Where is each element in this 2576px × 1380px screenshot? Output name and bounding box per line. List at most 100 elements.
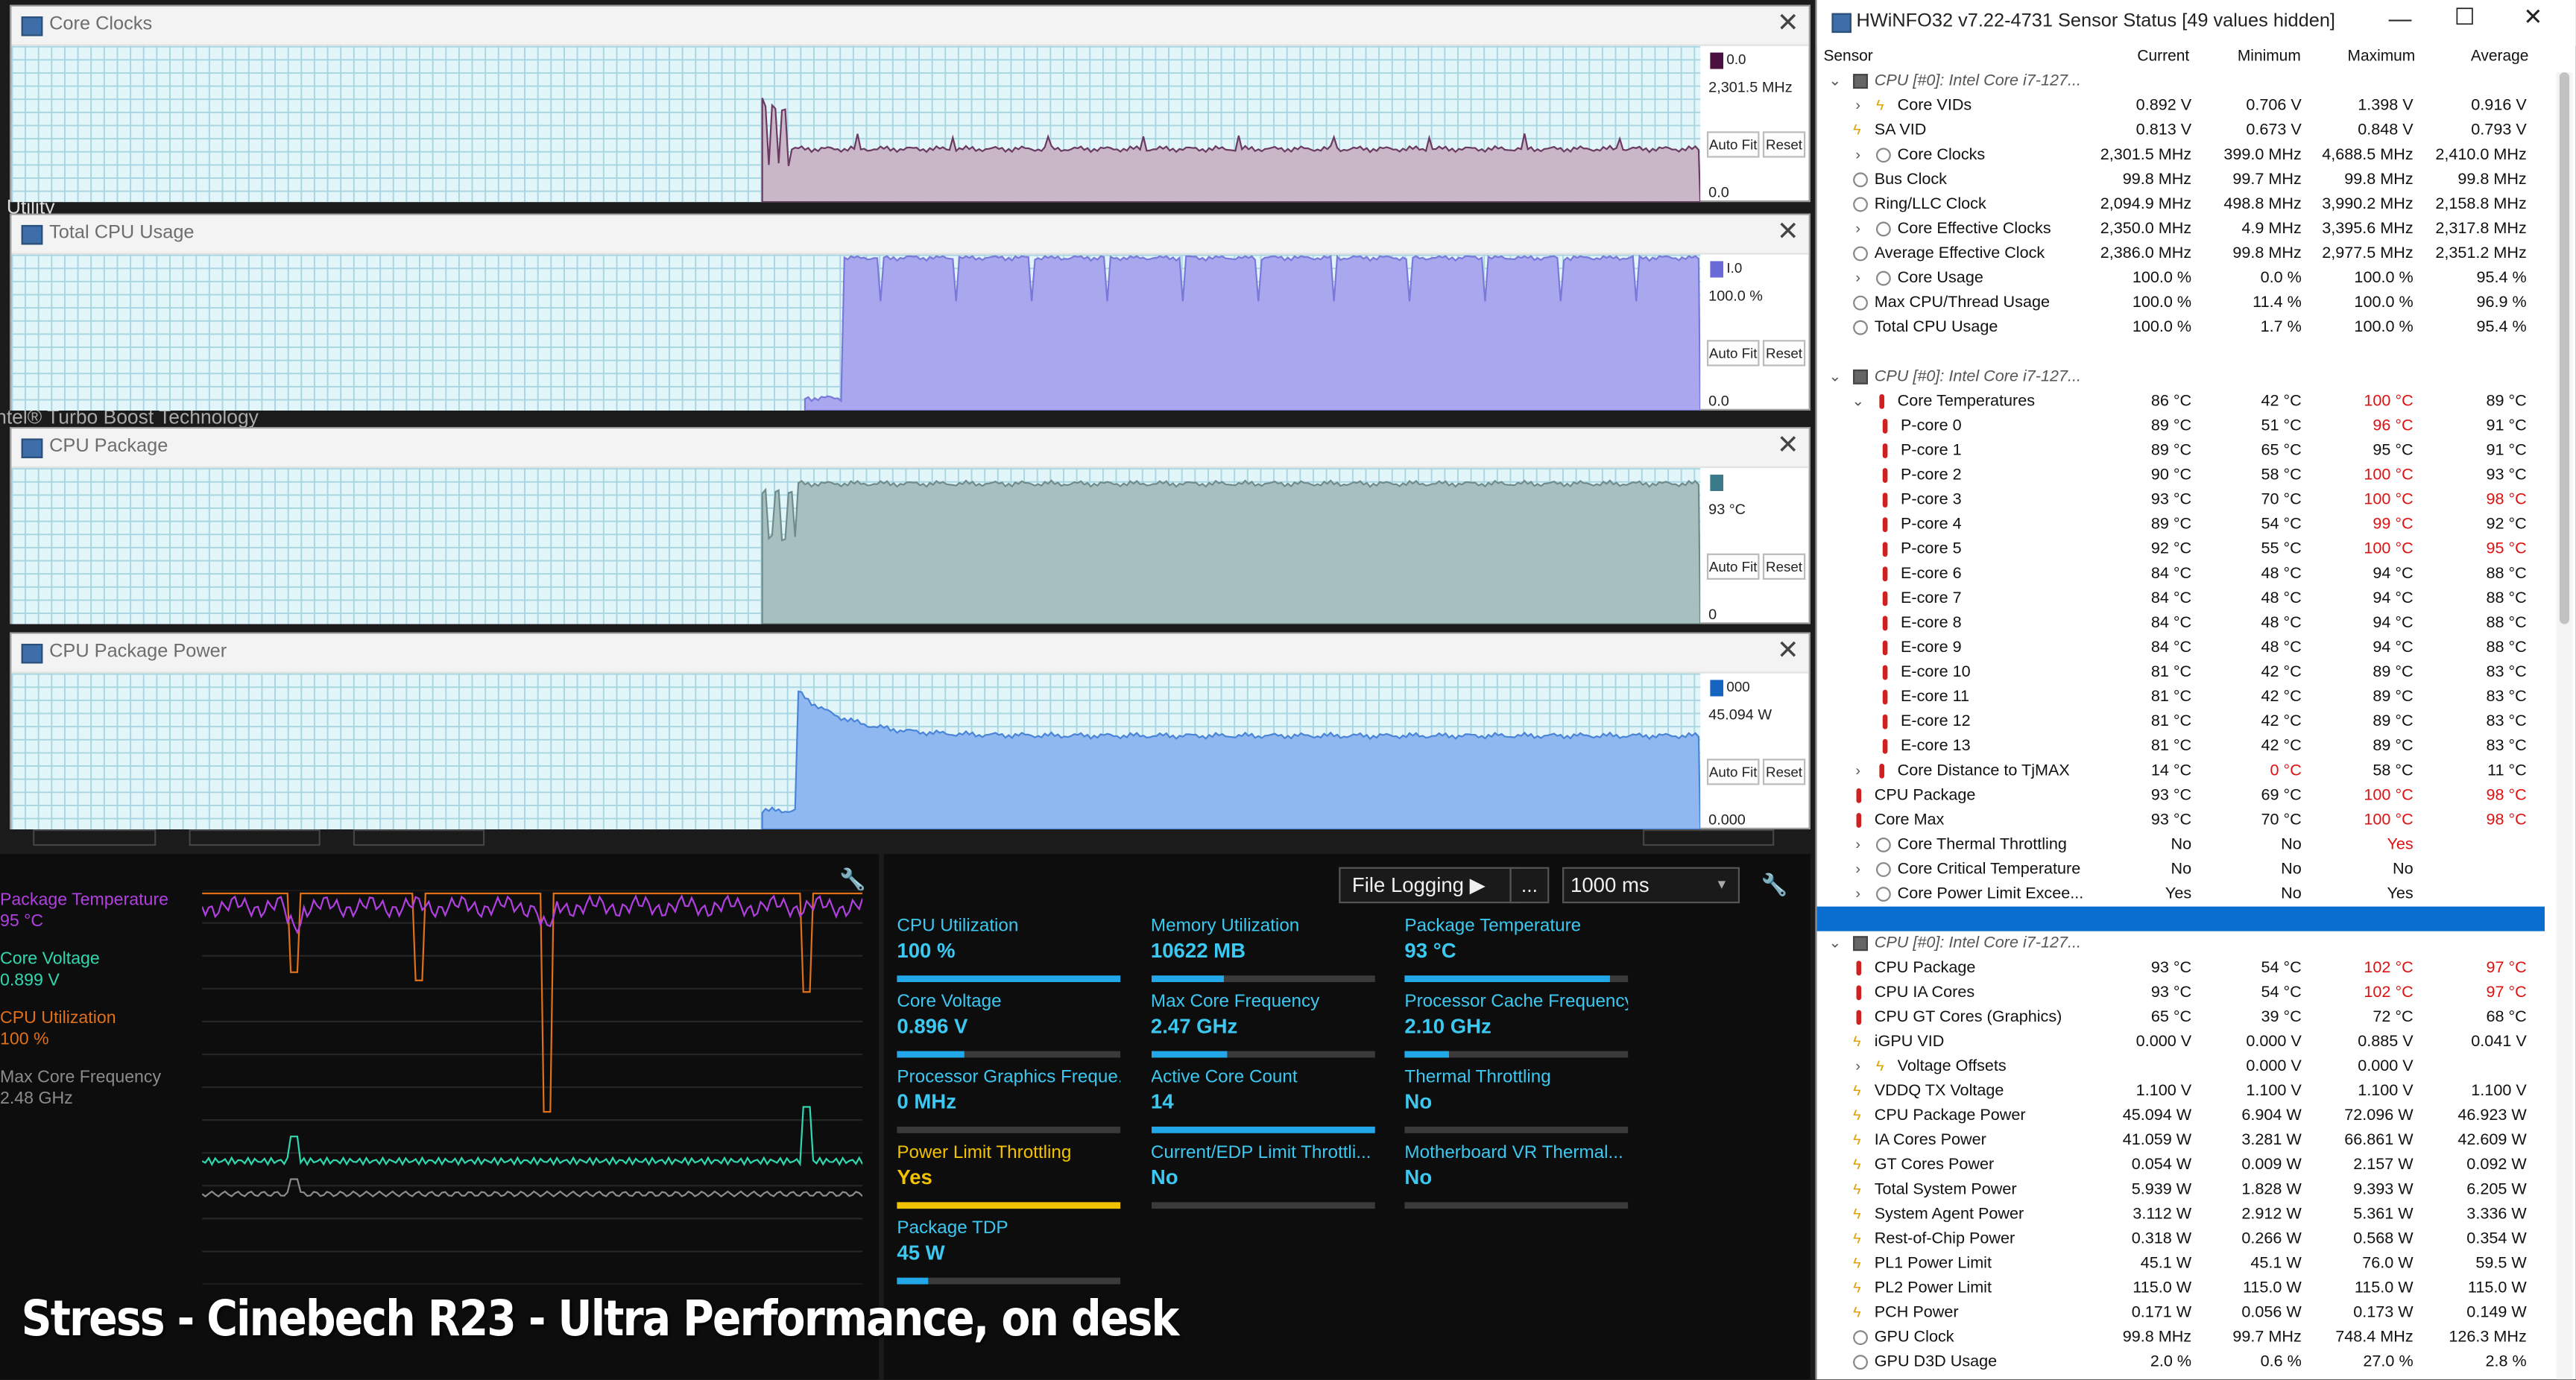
- auto-fit-button[interactable]: Auto Fit: [1706, 340, 1760, 367]
- auto-fit-button[interactable]: Auto Fit: [1706, 759, 1760, 785]
- sensor-row[interactable]: ϟ Total System Power 5.939 W 1.828 W 9.393 W…: [1817, 1177, 2545, 1202]
- sensor-row[interactable]: Average Effective Clock 2,386.0 MHz 99.8 M…: [1817, 241, 2545, 266]
- sensor-row[interactable]: › Core Effective Clocks 2,350.0 MHz 4.9 MHz…: [1817, 217, 2545, 241]
- chevron-right-icon[interactable]: ›: [1855, 835, 1861, 852]
- chevron-right-icon[interactable]: ›: [1855, 860, 1861, 877]
- chevron-right-icon[interactable]: ›: [1855, 884, 1861, 902]
- column-header-average[interactable]: Average: [2470, 47, 2529, 66]
- sensor-row[interactable]: ϟ PL2 Power Limit 115.0 W 115.0 W 115.0 W 115…: [1817, 1276, 2545, 1301]
- scrollbar-thumb[interactable]: [2559, 72, 2570, 624]
- close-icon[interactable]: ✕: [1776, 637, 1799, 665]
- chevron-right-icon[interactable]: ›: [1855, 1057, 1861, 1074]
- sensor-row[interactable]: E-core 13 81 °C 42 °C 89 °C 83 °C: [1817, 734, 2545, 759]
- metric-tile[interactable]: Motherboard VR Thermal... No: [1404, 1143, 1629, 1209]
- sensor-row[interactable]: E-core 11 81 °C 42 °C 89 °C 83 °C: [1817, 685, 2545, 709]
- sensor-row[interactable]: › Core Distance to TjMAX 14 °C 0 °C 58 °C 11 …: [1817, 759, 2545, 783]
- selected-row[interactable]: [1816, 906, 2545, 931]
- close-icon[interactable]: ✕: [1776, 10, 1799, 38]
- interval-select[interactable]: 1000 ms ▼: [1562, 867, 1740, 904]
- column-header-minimum[interactable]: Minimum: [2237, 47, 2301, 66]
- wrench-icon[interactable]: 🔧: [839, 867, 866, 892]
- auto-fit-button[interactable]: Auto Fit: [1706, 553, 1760, 580]
- chevron-down-icon[interactable]: ⌄: [1828, 72, 1842, 89]
- column-header-maximum[interactable]: Maximum: [2347, 47, 2416, 66]
- sensor-row[interactable]: ⌄ Core Temperatures 86 °C 42 °C 100 °C 89 °C: [1817, 389, 2545, 414]
- sensor-row[interactable]: P-core 0 89 °C 51 °C 96 °C 91 °C: [1817, 414, 2545, 438]
- sensor-row[interactable]: › Core Thermal Throttling No No Yes: [1817, 832, 2545, 857]
- file-logging-button[interactable]: File Logging ▶: [1339, 867, 1520, 904]
- sensor-row[interactable]: ϟ SA VID 0.813 V 0.673 V 0.848 V 0.793 V: [1817, 118, 2545, 143]
- sensor-row[interactable]: ϟ Rest-of-Chip Power 0.318 W 0.266 W 0.568 W…: [1817, 1227, 2545, 1251]
- sensor-row[interactable]: P-core 4 89 °C 54 °C 99 °C 92 °C: [1817, 513, 2545, 537]
- chevron-right-icon[interactable]: ›: [1855, 762, 1861, 779]
- sensor-row[interactable]: E-core 10 81 °C 42 °C 89 °C 83 °C: [1817, 660, 2545, 685]
- reset-button[interactable]: Reset: [1762, 759, 1806, 785]
- sensor-row[interactable]: E-core 8 84 °C 48 °C 94 °C 88 °C: [1817, 611, 2545, 636]
- metric-tile[interactable]: Thermal Throttling No: [1404, 1068, 1629, 1133]
- chevron-right-icon[interactable]: ›: [1855, 146, 1861, 163]
- sensor-group-header[interactable]: ⌄ CPU [#0]: Intel Core i7-127...: [1817, 931, 2545, 956]
- metric-tile[interactable]: CPU Utilization 100 %: [897, 917, 1121, 982]
- sensor-row[interactable]: ϟ IA Cores Power 41.059 W 3.281 W 66.861 W 42…: [1817, 1128, 2545, 1153]
- sensor-row[interactable]: ϟ System Agent Power 3.112 W 2.912 W 5.361 W…: [1817, 1202, 2545, 1227]
- sensor-row[interactable]: P-core 1 89 °C 65 °C 95 °C 91 °C: [1817, 438, 2545, 463]
- sensor-row[interactable]: ϟ CPU Package Power 45.094 W 6.904 W 72.096 …: [1817, 1104, 2545, 1128]
- sensor-row[interactable]: Total CPU Usage 100.0 % 1.7 % 100.0 % 95.4 %: [1817, 315, 2545, 340]
- auto-fit-button[interactable]: Auto Fit: [1706, 131, 1760, 158]
- sensor-row[interactable]: Ring/LLC Clock 2,094.9 MHz 498.8 MHz 3,990.…: [1817, 192, 2545, 217]
- sensor-row[interactable]: Core Max 93 °C 70 °C 100 °C 98 °C: [1817, 808, 2545, 832]
- close-icon[interactable]: ✕: [2523, 3, 2543, 30]
- sensor-row[interactable]: › ϟ Voltage Offsets 0.000 V 0.000 V: [1817, 1054, 2545, 1079]
- column-header-sensor[interactable]: Sensor: [1823, 47, 1873, 66]
- sensor-row[interactable]: › Core Usage 100.0 % 0.0 % 100.0 % 95.4 %: [1817, 266, 2545, 291]
- sensor-group-header[interactable]: ⌄ CPU [#0]: Intel Core i7-127...: [1817, 364, 2545, 389]
- reset-button[interactable]: Reset: [1762, 340, 1806, 367]
- sensor-row[interactable]: E-core 12 81 °C 42 °C 89 °C 83 °C: [1817, 709, 2545, 734]
- more-options-button[interactable]: ...: [1509, 867, 1550, 904]
- sensor-row[interactable]: P-core 2 90 °C 58 °C 100 °C 93 °C: [1817, 463, 2545, 488]
- sensor-row[interactable]: › Core Power Limit Excee... Yes No Yes: [1817, 882, 2545, 907]
- sensor-row[interactable]: E-core 9 84 °C 48 °C 94 °C 88 °C: [1817, 636, 2545, 660]
- close-icon[interactable]: ✕: [1776, 431, 1799, 460]
- close-icon[interactable]: ✕: [1776, 218, 1799, 247]
- metric-tile[interactable]: Current/EDP Limit Throttli... No: [1150, 1143, 1374, 1209]
- sensor-row[interactable]: Max CPU/Thread Usage 100.0 % 11.4 % 100.0 %…: [1817, 291, 2545, 315]
- chevron-down-icon[interactable]: ⌄: [1852, 392, 1865, 409]
- sensor-row[interactable]: › Core Clocks 2,301.5 MHz 399.0 MHz 4,688.5 …: [1817, 143, 2545, 168]
- sensor-row[interactable]: GPU D3D Usage 2.0 % 0.6 % 27.0 % 2.8 %: [1817, 1350, 2545, 1375]
- metric-tile[interactable]: Power Limit Throttling Yes: [897, 1143, 1121, 1209]
- sensor-group-header[interactable]: ⌄ CPU [#0]: Intel Core i7-127...: [1817, 69, 2545, 94]
- chevron-down-icon[interactable]: ⌄: [1828, 367, 1842, 384]
- metric-tile[interactable]: Core Voltage 0.896 V: [897, 992, 1121, 1058]
- sensor-row[interactable]: ϟ PL1 Power Limit 45.1 W 45.1 W 76.0 W 59.5 W: [1817, 1251, 2545, 1276]
- chevron-right-icon[interactable]: ›: [1855, 269, 1861, 286]
- chevron-right-icon[interactable]: ›: [1855, 220, 1861, 237]
- sensor-row[interactable]: › Core Critical Temperature No No No: [1817, 857, 2545, 882]
- sensor-row[interactable]: ϟ iGPU VID 0.000 V 0.000 V 0.885 V 0.041 V: [1817, 1030, 2545, 1054]
- reset-button[interactable]: Reset: [1762, 131, 1806, 158]
- metric-tile[interactable]: Package Temperature 93 °C: [1404, 917, 1629, 982]
- sensor-row[interactable]: CPU IA Cores 93 °C 54 °C 102 °C 97 °C: [1817, 981, 2545, 1005]
- reset-button[interactable]: Reset: [1762, 553, 1806, 580]
- chevron-down-icon[interactable]: ⌄: [1828, 934, 1842, 952]
- sensor-row[interactable]: ϟ GT Cores Power 0.054 W 0.009 W 2.157 W 0.09…: [1817, 1153, 2545, 1177]
- sensor-row[interactable]: E-core 7 84 °C 48 °C 94 °C 88 °C: [1817, 586, 2545, 611]
- metric-tile[interactable]: Max Core Frequency 2.47 GHz: [1150, 992, 1374, 1058]
- maximize-icon[interactable]: ☐: [2454, 3, 2475, 30]
- sensor-row[interactable]: GPU Clock 99.8 MHz 99.7 MHz 748.4 MHz 126.3 …: [1817, 1326, 2545, 1350]
- sensor-row[interactable]: CPU Package 93 °C 54 °C 102 °C 97 °C: [1817, 956, 2545, 981]
- sensor-row[interactable]: ϟ VDDQ TX Voltage 1.100 V 1.100 V 1.100 V 1.1…: [1817, 1079, 2545, 1104]
- column-header-current[interactable]: Current: [2137, 47, 2190, 66]
- sensor-row[interactable]: CPU GT Cores (Graphics) 65 °C 39 °C 72 °C 68…: [1817, 1005, 2545, 1030]
- sensor-row[interactable]: CPU Package 93 °C 69 °C 100 °C 98 °C: [1817, 783, 2545, 808]
- sensor-row[interactable]: › ϟ Core VIDs 0.892 V 0.706 V 1.398 V 0.916 V: [1817, 94, 2545, 118]
- metric-tile[interactable]: Memory Utilization 10622 MB: [1150, 917, 1374, 982]
- metric-tile[interactable]: Processor Graphics Freque... 0 MHz: [897, 1068, 1121, 1133]
- sensor-row[interactable]: Bus Clock 99.8 MHz 99.7 MHz 99.8 MHz 99.8 MH…: [1817, 168, 2545, 192]
- sensor-scrollbar[interactable]: [2556, 72, 2573, 1380]
- sensor-row[interactable]: E-core 6 84 °C 48 °C 94 °C 88 °C: [1817, 562, 2545, 586]
- minimize-icon[interactable]: —: [2388, 4, 2412, 31]
- sensor-row[interactable]: P-core 3 93 °C 70 °C 100 °C 98 °C: [1817, 488, 2545, 513]
- chevron-right-icon[interactable]: ›: [1855, 97, 1861, 114]
- sensor-row[interactable]: ϟ PCH Power 0.171 W 0.056 W 0.173 W 0.149 W: [1817, 1301, 2545, 1326]
